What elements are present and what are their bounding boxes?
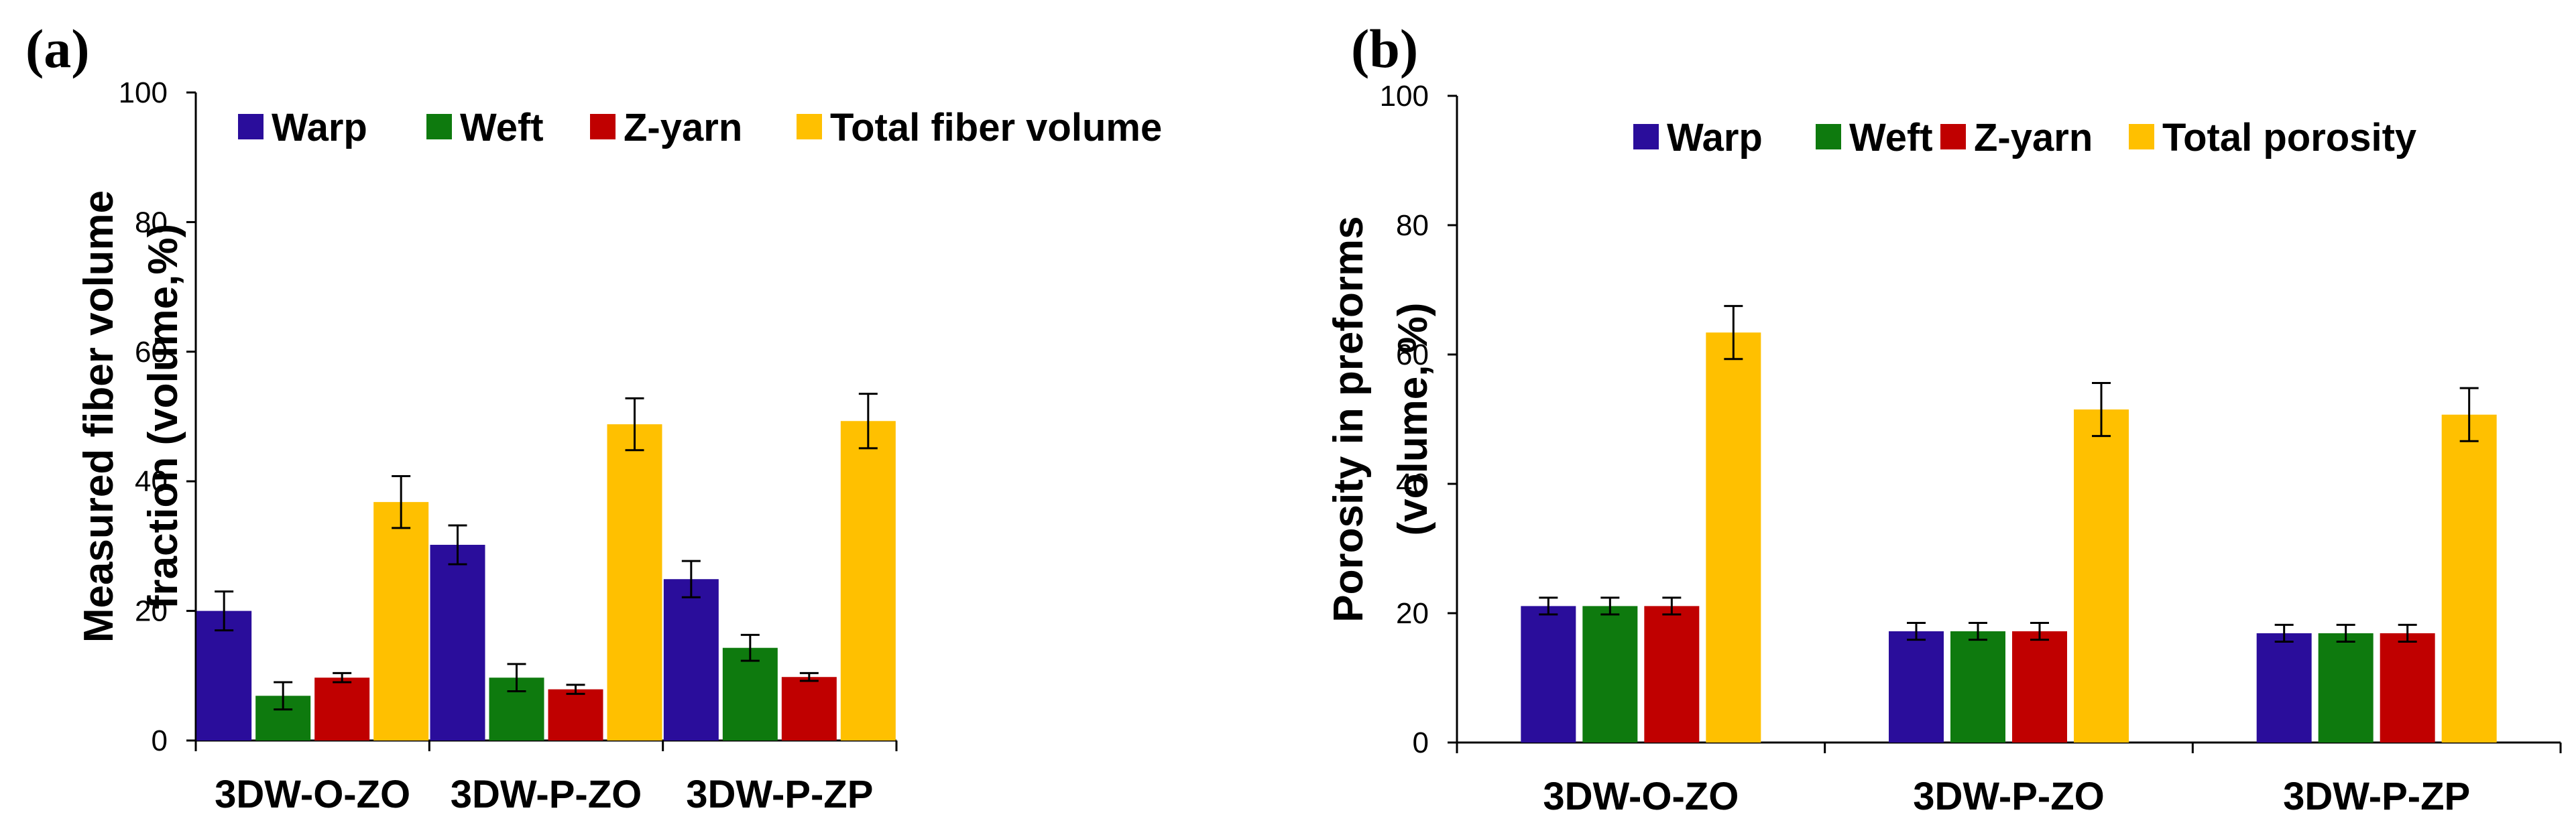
y-axis-title: (volume, %)	[1390, 303, 1436, 536]
bar-warp	[196, 611, 252, 741]
legend-label: Warp	[272, 106, 367, 149]
y-tick-label: 80	[135, 206, 168, 239]
y-tick-label: 40	[1396, 468, 1429, 501]
y-tick-label: 20	[1396, 597, 1429, 630]
bar-total-porosity	[2074, 409, 2129, 743]
legend-swatch	[238, 114, 264, 139]
legend-label: Total fiber volume	[830, 106, 1162, 149]
y-tick-label: 0	[1413, 726, 1429, 759]
y-axis-title: Measured fiber volume	[76, 190, 122, 643]
bar-weft	[722, 647, 778, 741]
bar-z-yarn	[2380, 633, 2435, 743]
legend-label: Total porosity	[2162, 116, 2416, 159]
legend-swatch	[797, 114, 822, 139]
category-label: 3DW-O-ZO	[215, 773, 410, 816]
legend-swatch	[2129, 124, 2154, 149]
y-tick-label: 100	[1380, 80, 1429, 113]
bar-z-yarn	[548, 689, 603, 741]
legend-swatch	[1633, 124, 1659, 149]
y-tick-label: 60	[1396, 338, 1429, 371]
bar-z-yarn	[314, 678, 370, 741]
bar-warp	[430, 544, 485, 741]
bar-weft	[1950, 631, 2005, 743]
y-axis-title: fraction (volume,%)	[140, 224, 186, 609]
bar-warp	[663, 579, 719, 741]
y-tick-label: 40	[135, 465, 168, 498]
bar-z-yarn	[781, 677, 837, 741]
y-tick-label: 60	[135, 336, 168, 369]
y-tick-label: 20	[135, 595, 168, 628]
legend-swatch	[1816, 124, 1841, 149]
bar-z-yarn	[2012, 631, 2067, 743]
category-label: 3DW-O-ZO	[1543, 775, 1739, 818]
bar-weft	[2318, 633, 2374, 743]
legend-swatch	[426, 114, 452, 139]
legend-label: Weft	[460, 106, 544, 149]
y-axis-title: Porosity in preforms	[1326, 216, 1372, 622]
bar-total-fiber-volume	[373, 502, 429, 741]
bar-z-yarn	[1644, 606, 1700, 743]
category-label: 3DW-P-ZO	[1913, 775, 2105, 818]
legend-label: Z-yarn	[1974, 116, 2093, 159]
legend-label: Z-yarn	[624, 106, 742, 149]
bar-warp	[1889, 631, 1944, 743]
legend-label: Warp	[1667, 116, 1763, 159]
y-tick-label: 0	[152, 724, 168, 757]
bar-warp	[1521, 606, 1576, 743]
y-tick-label: 100	[119, 76, 168, 109]
bar-total-porosity	[1706, 332, 1761, 743]
chart-panel-b: (b) 0 20 40 60 80 100 3DW-O-ZO 3DW-P-ZO 3DW-P-ZP P…	[1326, 18, 2562, 818]
category-label: 3DW-P-ZP	[2283, 775, 2470, 818]
panel-label: (b)	[1351, 18, 1418, 79]
chart-panel-a: (a) 0 20 40 60 80 100 3DW-O-ZO 3DW-P-ZO 3DW-P-ZP M…	[25, 18, 1162, 816]
y-tick-label: 80	[1396, 209, 1429, 242]
legend-swatch	[1940, 124, 1966, 149]
legend-label: Weft	[1849, 116, 1933, 159]
bar-total-porosity	[2441, 414, 2497, 743]
bar-warp	[2256, 633, 2312, 743]
category-label: 3DW-P-ZP	[686, 773, 873, 816]
bar-weft	[1582, 606, 1638, 743]
bar-total-fiber-volume	[840, 421, 896, 741]
panel-label: (a)	[25, 18, 90, 79]
bar-total-fiber-volume	[607, 424, 662, 741]
legend-swatch	[590, 114, 616, 139]
category-label: 3DW-P-ZO	[451, 773, 642, 816]
